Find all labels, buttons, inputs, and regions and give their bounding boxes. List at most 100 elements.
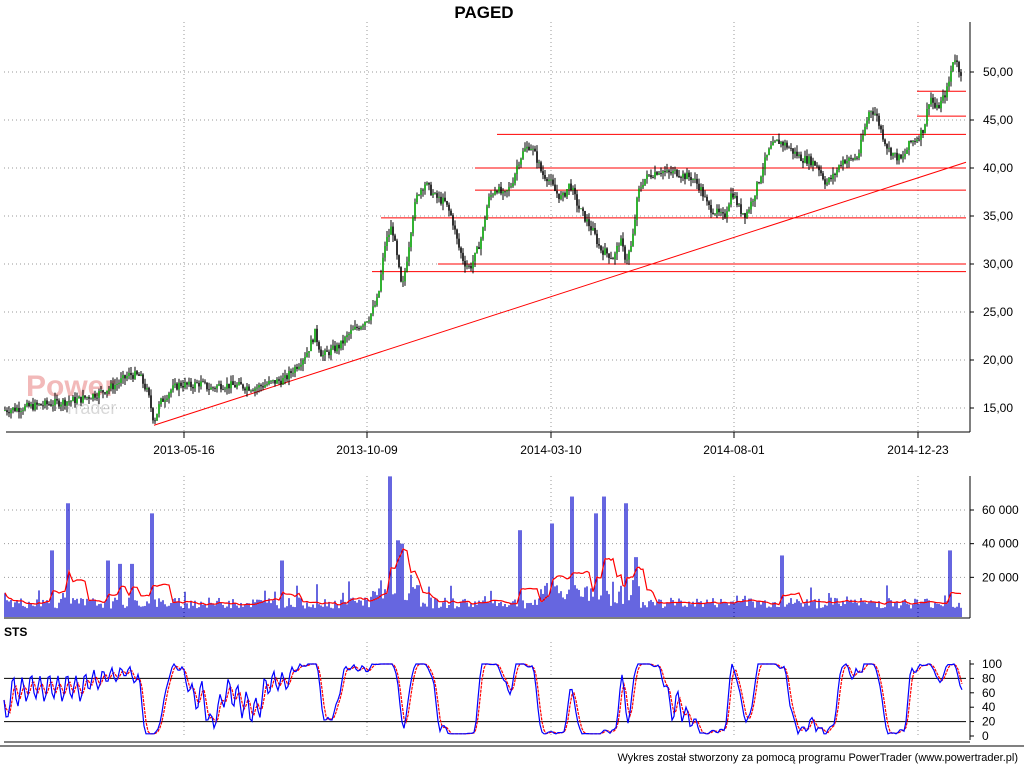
candle-down bbox=[456, 229, 458, 239]
candle-up bbox=[488, 196, 490, 207]
candle-up bbox=[746, 211, 748, 218]
candle-up bbox=[116, 383, 118, 385]
candle-up bbox=[754, 195, 756, 202]
candle-up bbox=[952, 62, 954, 71]
candle-up bbox=[250, 390, 252, 392]
candle-up bbox=[948, 81, 950, 87]
candle-down bbox=[500, 186, 502, 194]
candle-up bbox=[730, 193, 732, 205]
candle-up bbox=[408, 247, 410, 262]
candle-down bbox=[660, 173, 662, 174]
candle-down bbox=[668, 170, 670, 173]
candle-up bbox=[560, 195, 562, 200]
candle-down bbox=[124, 375, 126, 379]
candle-up bbox=[492, 194, 494, 196]
candle-up bbox=[466, 265, 468, 267]
candle-down bbox=[462, 252, 464, 261]
candle-up bbox=[592, 227, 594, 231]
candle-up bbox=[166, 398, 168, 401]
candle-up bbox=[586, 219, 588, 222]
candle-up bbox=[438, 196, 440, 198]
candle-down bbox=[198, 382, 200, 387]
candle-up bbox=[370, 313, 372, 321]
volume-y-tick-label: 60 000 bbox=[982, 503, 1019, 517]
candle-up bbox=[634, 219, 636, 234]
candle-up bbox=[406, 261, 408, 272]
candle-down bbox=[690, 177, 692, 181]
candle-up bbox=[378, 291, 380, 298]
candle-up bbox=[140, 374, 142, 376]
candle-down bbox=[564, 192, 566, 197]
candle-down bbox=[296, 366, 298, 369]
candle-down bbox=[844, 160, 846, 164]
candle-up bbox=[442, 197, 444, 204]
candle-down bbox=[956, 60, 958, 62]
sts-y-tick-label: 0 bbox=[982, 729, 989, 743]
candle-up bbox=[24, 405, 26, 411]
candle-down bbox=[830, 177, 832, 180]
candle-down bbox=[196, 382, 198, 384]
candle-up bbox=[368, 320, 370, 322]
candle-up bbox=[762, 169, 764, 177]
candle-up bbox=[904, 153, 906, 157]
candle-down bbox=[56, 398, 58, 401]
candle-up bbox=[494, 190, 496, 195]
candle-up bbox=[298, 366, 300, 369]
candle-down bbox=[244, 388, 246, 391]
candle-down bbox=[190, 381, 192, 388]
candle-up bbox=[236, 384, 238, 388]
candle-down bbox=[656, 172, 658, 175]
candle-up bbox=[654, 172, 656, 178]
candle-down bbox=[778, 139, 780, 144]
candle-up bbox=[344, 337, 346, 344]
candle-up bbox=[432, 193, 434, 196]
candle-up bbox=[936, 105, 938, 108]
candle-up bbox=[522, 151, 524, 159]
candle-down bbox=[320, 349, 322, 357]
candle-down bbox=[46, 400, 48, 405]
candle-up bbox=[714, 213, 716, 215]
candle-up bbox=[20, 411, 22, 413]
price-y-tick-label: 25,00 bbox=[983, 305, 1013, 319]
candle-down bbox=[582, 208, 584, 212]
candle-down bbox=[312, 339, 314, 343]
candle-down bbox=[204, 381, 206, 383]
price-y-tick-label: 20,00 bbox=[983, 353, 1013, 367]
candle-down bbox=[32, 404, 34, 410]
candle-up bbox=[924, 124, 926, 134]
candle-up bbox=[106, 390, 108, 394]
candle-down bbox=[192, 387, 194, 389]
candle-up bbox=[476, 247, 478, 253]
candle-down bbox=[796, 151, 798, 157]
candle-down bbox=[132, 375, 134, 379]
candle-up bbox=[70, 400, 72, 402]
candle-up bbox=[780, 141, 782, 144]
candle-up bbox=[902, 156, 904, 159]
candle-up bbox=[310, 339, 312, 352]
candle-down bbox=[28, 402, 30, 407]
candle-down bbox=[290, 371, 292, 374]
candle-down bbox=[676, 169, 678, 176]
candle-up bbox=[270, 380, 272, 382]
candle-up bbox=[604, 248, 606, 255]
candle-up bbox=[940, 100, 942, 109]
candle-up bbox=[666, 170, 668, 172]
candle-up bbox=[864, 126, 866, 135]
candle-up bbox=[38, 403, 40, 405]
candle-up bbox=[268, 380, 270, 385]
candle-down bbox=[18, 407, 20, 413]
candle-up bbox=[66, 401, 68, 406]
candle-up bbox=[916, 139, 918, 142]
candle-up bbox=[868, 112, 870, 121]
candle-up bbox=[616, 245, 618, 254]
candle-up bbox=[246, 386, 248, 391]
candle-up bbox=[644, 178, 646, 185]
candle-down bbox=[152, 408, 154, 421]
candle-up bbox=[170, 390, 172, 394]
candle-down bbox=[552, 179, 554, 185]
candle-down bbox=[356, 326, 358, 329]
candle-down bbox=[664, 171, 666, 173]
candle-up bbox=[828, 177, 830, 183]
candle-up bbox=[760, 176, 762, 183]
